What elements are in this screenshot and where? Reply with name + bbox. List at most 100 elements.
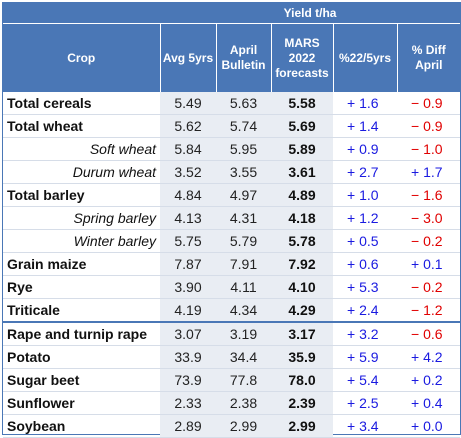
pct-diff-april-cell: + 1.7 [397,160,461,184]
table-row: Rape and turnip rape 3.07 3.19 3.17 + 3.2− 0… [3,321,461,346]
table-row: Grain maize 7.87 7.91 7.92 + 0.6 + 0.1 [3,252,461,276]
avg-5yrs-cell: 7.87 [160,252,216,276]
april-bulletin-cell: 7.91 [216,252,271,276]
april-bulletin-cell: 4.31 [216,206,271,230]
pct-vs-5yrs-cell: + 3.2 [333,321,397,346]
crop-name: Winter barley [3,229,160,253]
crop-name: Triticale [3,298,160,323]
col-header-mars: MARS 2022 forecasts [270,23,333,92]
pct-vs-5yrs-cell: + 5.4 [333,368,397,392]
table-row: Sugar beet 73.9 77.8 78.0 + 5.4 + 0.2 [3,368,461,392]
pct-diff-april-cell: − 0.9 [397,114,461,138]
mars-forecast-cell: 4.18 [271,206,333,230]
mars-forecast-cell: 78.0 [271,368,333,392]
april-bulletin-cell: 5.95 [216,137,271,161]
table-row: Soft wheat 5.84 5.95 5.89 + 0.9− 1.0 [3,137,461,161]
april-bulletin-cell: 4.97 [216,183,271,207]
crop-name: Durum wheat [3,160,160,184]
pct-vs-5yrs-cell: + 1.0 [333,183,397,207]
avg-5yrs-cell: 3.90 [160,275,216,299]
pct-diff-april-cell: − 3.0 [397,206,461,230]
col-header-avg: Avg 5yrs [159,23,216,92]
crop-name: Rape and turnip rape [3,321,160,346]
avg-5yrs-cell: 5.49 [160,92,216,115]
pct-vs-5yrs-cell: + 0.5 [333,229,397,253]
mars-forecast-cell: 4.29 [271,298,333,323]
pct-vs-5yrs-cell: + 5.9 [333,345,397,369]
april-bulletin-cell: 34.4 [216,345,271,369]
mars-forecast-cell: 4.10 [271,275,333,299]
table-row: Triticale 4.19 4.34 4.29 + 2.4− 1.2 [3,298,461,323]
crop-name: Potato [3,345,160,369]
avg-5yrs-cell: 4.19 [160,298,216,323]
april-bulletin-cell: 4.34 [216,298,271,323]
avg-5yrs-cell: 33.9 [160,345,216,369]
mars-forecast-cell: 7.92 [271,252,333,276]
avg-5yrs-cell: 4.13 [160,206,216,230]
header-group-row: Yield t/ha [3,3,461,24]
mars-forecast-cell: 35.9 [271,345,333,369]
crop-name: Soybean [3,414,160,438]
table-row: Potato 33.9 34.4 35.9 + 5.9 + 4.2 [3,345,461,369]
april-bulletin-cell: 3.19 [216,321,271,346]
mars-forecast-cell: 5.89 [271,137,333,161]
col-header-april: April Bulletin [215,23,271,92]
table-row: Winter barley 5.75 5.79 5.78 + 0.5− 0.2 [3,229,461,253]
pct-diff-april-cell: − 0.6 [397,321,461,346]
crop-name: Sunflower [3,391,160,415]
table-body: Total cereals 5.49 5.63 5.58 + 1.6− 0.9 Total… [3,92,461,438]
pct-diff-april-cell: − 0.2 [397,229,461,253]
table-row: Durum wheat 3.52 3.55 3.61 + 2.7 + 1.7 [3,160,461,184]
april-bulletin-cell: 3.55 [216,160,271,184]
crop-name: Total cereals [3,92,160,115]
avg-5yrs-cell: 5.62 [160,114,216,138]
april-bulletin-cell: 2.38 [216,391,271,415]
avg-5yrs-cell: 2.89 [160,414,216,438]
pct-vs-5yrs-cell: + 3.4 [333,414,397,438]
april-bulletin-cell: 2.99 [216,414,271,438]
pct-diff-april-cell: + 0.0 [397,414,461,438]
mars-forecast-cell: 3.17 [271,321,333,346]
pct-diff-april-cell: − 0.2 [397,275,461,299]
crop-name: Total wheat [3,114,160,138]
pct-diff-april-cell: + 0.4 [397,391,461,415]
pct-diff-april-cell: + 0.2 [397,368,461,392]
crop-name: Grain maize [3,252,160,276]
mars-forecast-cell: 4.89 [271,183,333,207]
pct-vs-5yrs-cell: + 0.9 [333,137,397,161]
pct-diff-april-cell: − 0.9 [397,92,461,115]
table-row: Sunflower 2.33 2.38 2.39 + 2.5 + 0.4 [3,391,461,415]
april-bulletin-cell: 5.79 [216,229,271,253]
april-bulletin-cell: 77.8 [216,368,271,392]
table-row: Spring barley 4.13 4.31 4.18 + 1.2− 3.0 [3,206,461,230]
april-bulletin-cell: 5.74 [216,114,271,138]
pct-diff-april-cell: + 0.1 [397,252,461,276]
pct-vs-5yrs-cell: + 2.5 [333,391,397,415]
pct-vs-5yrs-cell: + 1.4 [333,114,397,138]
table-row: Total cereals 5.49 5.63 5.58 + 1.6− 0.9 [3,92,461,115]
header-row: Crop Avg 5yrs April Bulletin MARS 2022 fore… [3,23,461,92]
pct-diff-april-cell: − 1.2 [397,298,461,323]
yield-table: Yield t/ha Crop Avg 5yrs April Bulletin M… [3,3,461,438]
avg-5yrs-cell: 3.07 [160,321,216,346]
pct-vs-5yrs-cell: + 2.7 [333,160,397,184]
crop-name: Rye [3,275,160,299]
pct-vs-5yrs-cell: + 5.3 [333,275,397,299]
avg-5yrs-cell: 73.9 [160,368,216,392]
april-bulletin-cell: 4.11 [216,275,271,299]
pct-diff-april-cell: − 1.6 [397,183,461,207]
april-bulletin-cell: 5.63 [216,92,271,115]
header-group-label: Yield t/ha [160,3,461,24]
pct-diff-april-cell: + 4.2 [397,345,461,369]
crop-name: Sugar beet [3,368,160,392]
pct-vs-5yrs-cell: + 2.4 [333,298,397,323]
table-row: Total barley 4.84 4.97 4.89 + 1.0− 1.6 [3,183,461,207]
pct-vs-5yrs-cell: + 0.6 [333,252,397,276]
pct-vs-5yrs-cell: + 1.6 [333,92,397,115]
mars-forecast-cell: 3.61 [271,160,333,184]
pct-diff-april-cell: − 1.0 [397,137,461,161]
avg-5yrs-cell: 5.84 [160,137,216,161]
table-row: Soybean 2.89 2.99 2.99 + 3.4 + 0.0 [3,414,461,438]
table-row: Rye 3.90 4.11 4.10 + 5.3− 0.2 [3,275,461,299]
